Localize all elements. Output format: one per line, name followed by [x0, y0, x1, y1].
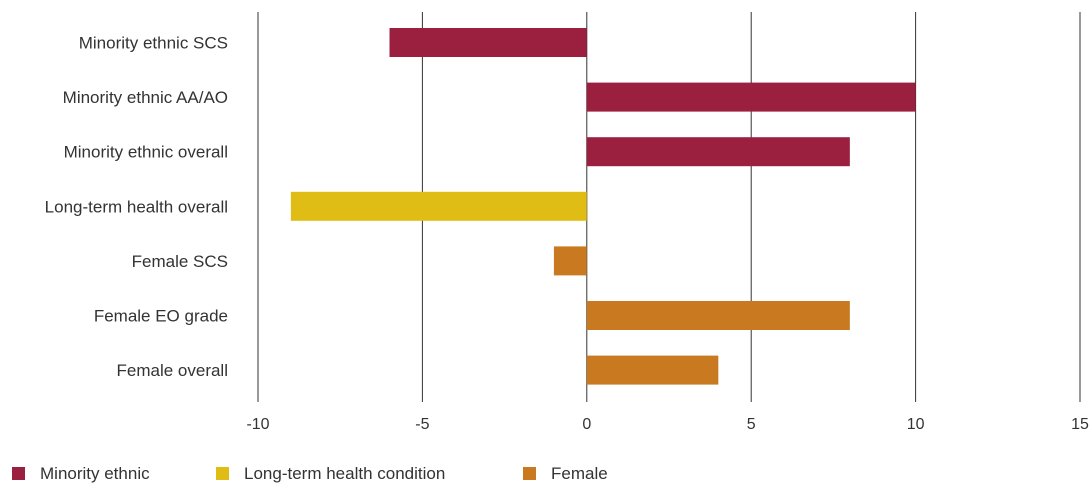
category-label-female-scs: Female SCS	[132, 252, 228, 271]
category-labels: Minority ethnic SCS Minority ethnic AA/AO…	[45, 34, 228, 381]
bar-female-eo-grade	[586, 301, 850, 330]
x-axis-tick-labels: -10 -5 0 5 10 15	[246, 416, 1089, 433]
bar-female-scs	[553, 246, 587, 276]
legend-label-minority-ethnic: Minority ethnic	[40, 464, 150, 483]
bar-minority-ethnic-overall	[586, 137, 850, 167]
bar-minority-ethnic-aa-ao	[586, 82, 916, 112]
legend: Minority ethnic Long-term health conditio…	[12, 464, 608, 483]
tick-label-0: 0	[582, 416, 591, 433]
tick-label-10: 10	[907, 416, 925, 433]
tick-label-15: 15	[1071, 416, 1089, 433]
bar-minority-ethnic-scs	[389, 28, 587, 57]
legend-swatch-long-term-health-condition	[216, 467, 229, 480]
category-label-minority-ethnic-aa-ao: Minority ethnic AA/AO	[63, 88, 228, 107]
category-label-female-eo-grade: Female EO grade	[94, 307, 228, 326]
bar-long-term-health-overall	[290, 191, 587, 221]
bars	[290, 28, 916, 385]
tick-label-5: -5	[415, 416, 429, 433]
tick-label-5: 5	[747, 416, 756, 433]
legend-swatch-minority-ethnic	[12, 467, 25, 480]
tick-label-10: -10	[246, 416, 269, 433]
category-label-minority-ethnic-overall: Minority ethnic overall	[64, 143, 228, 162]
category-label-long-term-health-overall: Long-term health overall	[45, 197, 228, 216]
category-label-female-overall: Female overall	[117, 361, 229, 380]
category-label-minority-ethnic-scs: Minority ethnic SCS	[79, 34, 228, 53]
legend-swatch-female	[523, 467, 536, 480]
bar-female-overall	[586, 355, 719, 385]
legend-label-long-term-health-condition: Long-term health condition	[244, 464, 445, 483]
legend-label-female: Female	[551, 464, 608, 483]
